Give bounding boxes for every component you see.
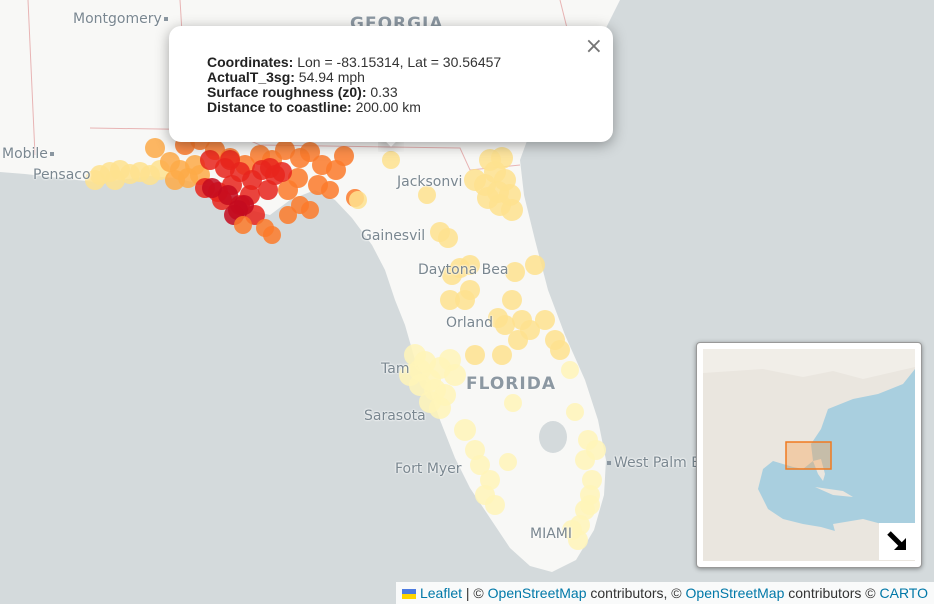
popup-content: Coordinates: Lon = -83.15314, Lat = 30.5… — [207, 55, 501, 115]
wind-marker[interactable] — [349, 191, 367, 209]
wind-marker[interactable] — [489, 194, 511, 216]
city-label: Orland — [446, 315, 494, 331]
wind-marker[interactable] — [145, 138, 165, 158]
minimap-viewport-box — [785, 441, 832, 470]
wind-marker[interactable] — [444, 364, 466, 386]
minimap-canvas[interactable] — [703, 349, 915, 561]
arrow-down-right-icon — [887, 531, 906, 550]
wind-marker[interactable] — [399, 364, 421, 386]
city-label: Montgomery — [73, 11, 168, 27]
wind-marker[interactable] — [502, 290, 522, 310]
wind-marker[interactable] — [272, 162, 292, 182]
wind-marker[interactable] — [520, 320, 540, 340]
wind-marker[interactable] — [105, 170, 125, 190]
wind-marker[interactable] — [275, 140, 295, 160]
lake-okeechobee — [539, 421, 567, 453]
wind-marker[interactable] — [85, 170, 105, 190]
city-label: Gainesvil — [361, 228, 426, 244]
minimap-land-canada — [703, 349, 915, 379]
city-label: Pensaco — [33, 167, 91, 183]
wind-marker[interactable] — [492, 345, 512, 365]
wind-marker[interactable] — [582, 470, 602, 490]
popup-row-roughness: Surface roughness (z0): 0.33 — [207, 84, 398, 100]
wind-marker[interactable] — [414, 351, 436, 373]
wind-marker[interactable] — [234, 216, 252, 234]
state-label: FLORIDA — [466, 374, 556, 394]
minimap-cuba — [815, 487, 853, 497]
wind-marker[interactable] — [279, 206, 297, 224]
wind-marker[interactable] — [382, 151, 400, 169]
wind-marker[interactable] — [562, 520, 582, 540]
city-label: MIAMI — [530, 526, 572, 542]
wind-marker[interactable] — [429, 397, 451, 419]
wind-marker[interactable] — [566, 403, 584, 421]
city-label: Mobile — [2, 146, 54, 162]
state-border-ms-al — [27, 0, 36, 156]
minimap-florida — [813, 459, 825, 481]
wind-marker[interactable] — [442, 265, 462, 285]
wind-marker[interactable] — [220, 150, 240, 170]
map-attribution: Leaflet | © OpenStreetMap contributors, … — [395, 582, 934, 604]
wind-marker[interactable] — [575, 450, 595, 470]
city-label: Sarasota — [364, 408, 426, 424]
wind-marker[interactable] — [460, 255, 480, 275]
wind-marker[interactable] — [488, 308, 508, 328]
wind-marker[interactable] — [301, 201, 319, 219]
wind-marker[interactable] — [505, 262, 525, 282]
wind-marker[interactable] — [263, 226, 281, 244]
wind-marker[interactable] — [499, 453, 517, 471]
carto-link[interactable]: CARTO — [879, 585, 929, 601]
wind-marker[interactable] — [165, 170, 185, 190]
wind-marker[interactable] — [258, 180, 278, 200]
wind-marker[interactable] — [525, 255, 545, 275]
wind-marker[interactable] — [200, 150, 220, 170]
wind-marker[interactable] — [202, 178, 222, 198]
city-label: Jacksonvi — [397, 174, 463, 190]
popup-row-wind: ActualT_3sg: 54.94 mph — [207, 69, 365, 85]
wind-marker[interactable] — [485, 495, 505, 515]
minimap-gulf — [763, 467, 823, 497]
ukraine-flag-icon — [401, 589, 416, 600]
leaflet-link[interactable]: Leaflet — [419, 585, 463, 601]
wind-marker[interactable] — [438, 228, 458, 248]
wind-marker[interactable] — [454, 419, 476, 441]
popup-row-coordinates: Coordinates: Lon = -83.15314, Lat = 30.5… — [207, 54, 502, 70]
wind-marker[interactable] — [455, 290, 475, 310]
minimap-land-north-america — [703, 349, 915, 561]
city-label: Fort Myer — [395, 461, 462, 477]
wind-marker[interactable] — [418, 186, 436, 204]
wind-marker[interactable] — [580, 495, 600, 515]
wind-marker[interactable] — [440, 290, 460, 310]
popup-row-distance: Distance to coastline: 200.00 km — [207, 99, 421, 115]
wind-marker[interactable] — [535, 310, 555, 330]
wind-marker[interactable] — [550, 340, 570, 360]
city-label: West Palm B — [607, 455, 701, 471]
info-popup: × Coordinates: Lon = -83.15314, Lat = 30… — [169, 26, 613, 142]
wind-marker[interactable] — [470, 455, 490, 475]
wind-marker[interactable] — [561, 361, 579, 379]
city-label: Tam — [381, 361, 410, 377]
osm-link-2[interactable]: OpenStreetMap — [685, 585, 785, 601]
city-label: Daytona Bea — [418, 262, 509, 278]
wind-marker[interactable] — [278, 180, 298, 200]
markers-layer — [85, 130, 606, 550]
wind-marker[interactable] — [465, 345, 485, 365]
wind-marker[interactable] — [504, 394, 522, 412]
wind-marker[interactable] — [321, 181, 339, 199]
osm-link-1[interactable]: OpenStreetMap — [487, 585, 587, 601]
wind-marker[interactable] — [334, 146, 354, 166]
close-icon[interactable]: × — [584, 34, 603, 59]
minimap-toggle-button[interactable] — [879, 523, 916, 560]
wind-marker[interactable] — [218, 185, 238, 205]
wind-marker[interactable] — [464, 169, 486, 191]
wind-marker[interactable] — [300, 142, 320, 162]
